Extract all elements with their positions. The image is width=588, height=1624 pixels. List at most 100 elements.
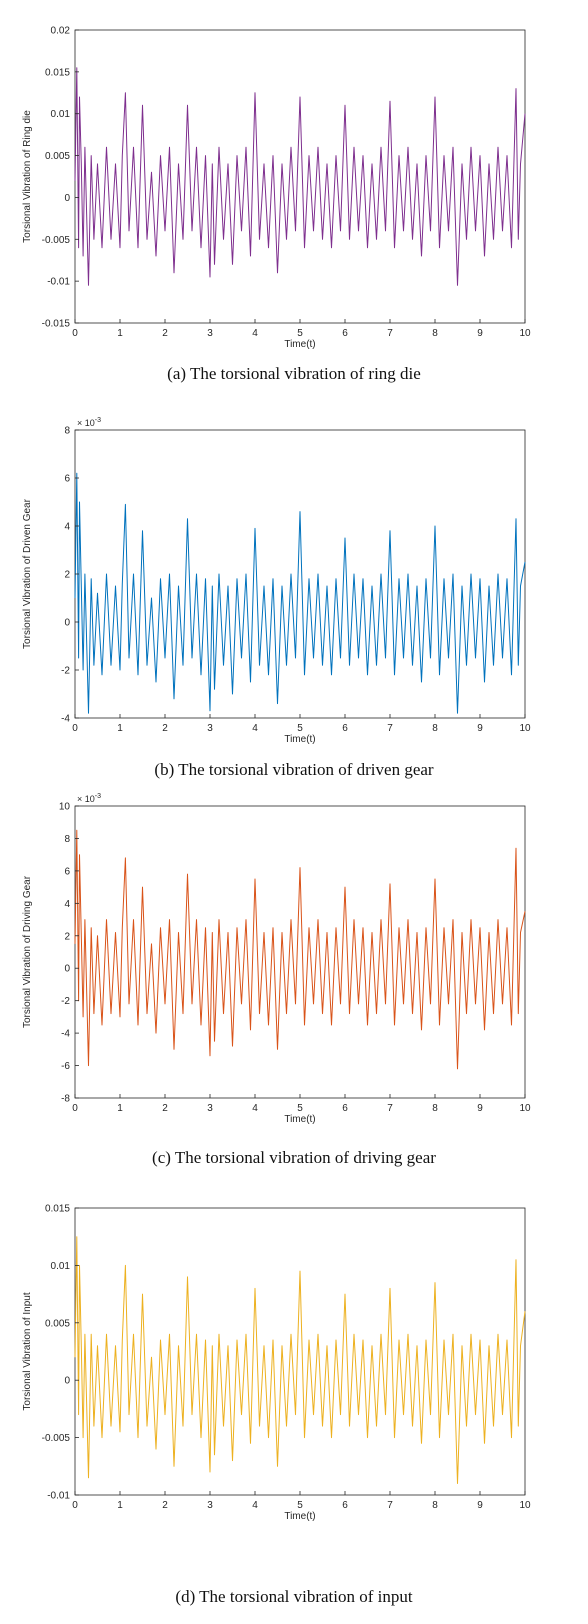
y-tick-label: -2 [61,666,70,677]
x-tick-label: 4 [252,328,258,339]
x-tick-label: 9 [477,328,483,339]
x-tick-label: 10 [519,1500,531,1511]
chart-panel-input: 0 1 2 3 4 5 6 7 8 9 10 0.015 0.01 0.005 0 -0.005 -0.01 Ti… [0,1190,588,1624]
y-tick-label: 4 [64,899,70,910]
x-tick-label: 9 [477,723,483,734]
x-tick-label: 8 [432,1500,438,1511]
axes-box [74,29,526,324]
y-tick-label: -0.005 [42,1433,71,1444]
axes-box [74,1207,526,1496]
y-tick-label: 6 [64,866,70,877]
x-tick-label: 3 [207,723,213,734]
y-axis-label: Torsional Vibration of Driving Gear [22,875,33,1028]
x-tick-label: 5 [297,723,303,734]
y-tick-label: -4 [61,714,70,725]
caption-input: (d) The torsional vibration of input [175,1587,413,1606]
x-tick-label: 3 [207,328,213,339]
axes-box [74,805,526,1099]
x-tick-label: 7 [387,1500,393,1511]
y-tick-label: 8 [64,426,70,437]
y-tick-label: 6 [64,474,70,485]
x-tick-label: 4 [252,1500,258,1511]
x-axis-label: Time(t) [284,339,315,350]
x-axis-label: Time(t) [284,1511,315,1522]
y-axis-label: Torsional Vibration of Input [22,1292,33,1410]
axis-exponent: × 10-3 [77,793,101,804]
y-tick-label: -6 [61,1061,70,1072]
chart-panel-ring-die: 0 1 2 3 4 5 6 7 8 9 10 0.02 0.015 0.01 0.005 0 -0.005 -0.… [0,0,588,400]
chart-driving-gear: 0 1 2 3 4 5 6 7 8 9 10 10 8 6 4 2 0 -2 -4 -6 -8 Time(t) Torsio… [22,793,531,1125]
x-tick-label: 1 [117,1103,123,1114]
series-line-0 [74,1236,526,1484]
x-tick-label: 1 [117,328,123,339]
x-tick-label: 1 [117,723,123,734]
x-tick-label: 2 [162,328,168,339]
x-tick-label: 7 [387,1103,393,1114]
chart-ring-die: 0 1 2 3 4 5 6 7 8 9 10 0.02 0.015 0.01 0.005 0 -0.005 -0.… [22,26,531,351]
x-tick-label: 4 [252,723,258,734]
y-tick-label: 0.005 [45,1318,70,1329]
y-tick-label: -4 [61,1029,70,1040]
y-tick-label: 0 [64,618,70,629]
x-tick-label: 0 [72,328,78,339]
x-tick-label: 6 [342,328,348,339]
x-tick-label: 5 [297,328,303,339]
x-tick-label: 10 [519,328,531,339]
axes-box [74,429,526,719]
x-tick-label: 0 [72,1103,78,1114]
x-tick-label: 8 [432,1103,438,1114]
y-tick-label: 0.01 [51,109,71,120]
caption-ring-die: (a) The torsional vibration of ring die [167,364,421,383]
y-tick-label: 0.015 [45,1204,70,1215]
x-tick-label: 2 [162,1103,168,1114]
chart-driven-gear: 0 1 2 3 4 5 6 7 8 9 10 8 6 4 2 0 -2 -4 Time(t) Torsional Vi… [22,417,531,745]
x-tick-label: 6 [342,1500,348,1511]
y-tick-label: 0 [64,964,70,975]
x-tick-label: 0 [72,723,78,734]
y-tick-label: 4 [64,522,70,533]
chart-input: 0 1 2 3 4 5 6 7 8 9 10 0.015 0.01 0.005 0 -0.005 -0.01 Ti… [22,1204,531,1523]
axis-exponent: × 10-3 [77,417,101,428]
y-tick-label: 2 [64,570,70,581]
y-tick-label: -0.01 [47,277,70,288]
x-tick-label: 5 [297,1500,303,1511]
x-tick-label: 2 [162,723,168,734]
x-tick-label: 5 [297,1103,303,1114]
series-line-0 [74,472,526,714]
y-tick-label: 2 [64,931,70,942]
x-tick-label: 2 [162,1500,168,1511]
chart-panel-driven-gear: 0 1 2 3 4 5 6 7 8 9 10 8 6 4 2 0 -2 -4 Time(t) Torsional Vi… [0,400,588,786]
y-tick-label: 0.02 [51,26,71,37]
x-tick-label: 10 [519,723,531,734]
chart-panel-driving-gear: 0 1 2 3 4 5 6 7 8 9 10 10 8 6 4 2 0 -2 -4 -6 -8 Time(t) Torsio… [0,786,588,1190]
x-tick-label: 0 [72,1500,78,1511]
x-tick-label: 7 [387,328,393,339]
y-tick-label: 0 [64,193,70,204]
y-tick-label: 8 [64,834,70,845]
series-line-0 [74,67,526,286]
y-tick-label: 0.005 [45,151,70,162]
y-tick-label: 0.015 [45,67,70,78]
x-tick-label: 6 [342,723,348,734]
y-tick-label: -0.015 [42,319,71,330]
y-axis-label: Torsional Vibration of Driven Gear [22,498,33,649]
y-tick-label: 0.01 [51,1261,71,1272]
x-tick-label: 4 [252,1103,258,1114]
y-tick-label: -0.01 [47,1491,70,1502]
x-tick-label: 9 [477,1500,483,1511]
x-axis-label: Time(t) [284,1114,315,1125]
x-tick-label: 9 [477,1103,483,1114]
x-tick-label: 10 [519,1103,531,1114]
caption-driving-gear: (c) The torsional vibration of driving g… [152,1148,436,1167]
y-tick-label: -8 [61,1094,70,1105]
caption-driven-gear: (b) The torsional vibration of driven ge… [154,760,434,779]
y-tick-label: 0 [64,1376,70,1387]
x-tick-label: 8 [432,328,438,339]
x-tick-label: 3 [207,1500,213,1511]
x-tick-label: 1 [117,1500,123,1511]
x-axis-label: Time(t) [284,734,315,745]
series-line-0 [74,829,526,1070]
y-axis-label: Torsional Vibration of Ring die [22,110,33,243]
y-tick-label: -2 [61,996,70,1007]
x-tick-label: 6 [342,1103,348,1114]
